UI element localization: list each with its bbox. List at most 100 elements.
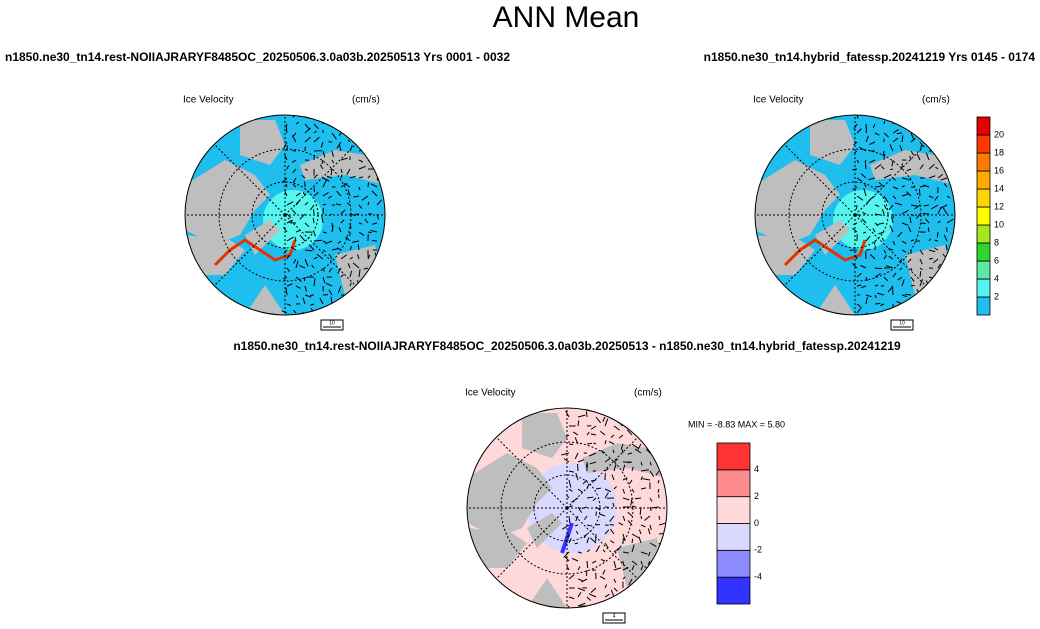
vector (285, 123, 288, 129)
vector (621, 448, 624, 454)
vector (610, 434, 615, 439)
vector (629, 605, 633, 608)
vector (946, 115, 950, 116)
vector (906, 168, 912, 172)
vector (889, 225, 894, 233)
vector (649, 434, 656, 437)
vector (577, 578, 583, 582)
vector (357, 129, 360, 134)
vector (869, 253, 876, 260)
vector (604, 593, 610, 598)
vector (628, 578, 633, 586)
vector (586, 537, 590, 544)
vector (861, 218, 867, 224)
vector (331, 306, 337, 314)
vector (322, 179, 327, 188)
vector (574, 452, 579, 459)
vector (627, 511, 633, 517)
vector (658, 414, 667, 418)
vector (310, 303, 315, 306)
vector (316, 253, 324, 260)
vector (630, 497, 633, 506)
vector (349, 256, 353, 260)
vector (640, 416, 644, 419)
vector (877, 292, 885, 296)
vector (340, 174, 343, 179)
vector (901, 312, 905, 315)
vector (939, 204, 948, 209)
vector (874, 204, 880, 207)
vector (613, 547, 621, 553)
vector (658, 551, 663, 556)
land (527, 578, 567, 608)
vector (658, 515, 661, 520)
vector (582, 479, 588, 485)
vector (574, 542, 579, 545)
vector (577, 488, 583, 493)
vector (658, 408, 665, 414)
graticule (213, 143, 286, 216)
vector (649, 587, 654, 590)
vector (363, 115, 369, 116)
vector (304, 285, 307, 292)
vector (649, 506, 652, 511)
vector (946, 303, 949, 309)
vector (313, 174, 319, 179)
vector (357, 254, 360, 260)
vector (658, 605, 665, 608)
vector (285, 183, 288, 188)
vector (358, 222, 363, 225)
vector (604, 488, 612, 493)
vector (590, 479, 597, 482)
vector (649, 572, 653, 580)
vector (586, 442, 593, 445)
vector (934, 195, 939, 201)
vector (331, 132, 337, 140)
vector (577, 420, 580, 427)
vector (649, 425, 654, 429)
vector (367, 280, 373, 287)
vector (852, 186, 858, 191)
vector (904, 293, 912, 296)
vector (286, 201, 294, 206)
vector (892, 129, 899, 134)
vector (321, 159, 324, 165)
vector (304, 294, 312, 298)
vector (613, 486, 618, 490)
vector (568, 488, 573, 492)
vector (292, 177, 297, 184)
vector (302, 191, 306, 197)
vector (919, 267, 923, 271)
vector (376, 199, 383, 206)
vector (613, 587, 618, 592)
vector (568, 470, 575, 473)
vector (322, 203, 327, 206)
vector (331, 116, 336, 125)
vector (946, 285, 949, 291)
vector (286, 254, 290, 260)
vector (622, 576, 626, 580)
vector (907, 258, 912, 263)
vector (284, 154, 288, 161)
vector (910, 132, 915, 141)
vector (888, 204, 894, 211)
vector (593, 442, 597, 445)
vector (914, 204, 921, 210)
vector (634, 497, 642, 500)
vector (919, 123, 924, 129)
vector (883, 153, 886, 161)
vector (370, 183, 378, 188)
colorbar-box (716, 523, 751, 551)
vector (856, 115, 859, 119)
vector (647, 560, 651, 565)
vector (595, 487, 602, 490)
vector (313, 231, 316, 237)
vector (367, 201, 370, 206)
vector (883, 132, 889, 138)
vector (618, 522, 624, 526)
vector (935, 115, 939, 119)
vector (946, 195, 951, 199)
vector (944, 183, 948, 188)
vector (374, 294, 378, 301)
graticule (566, 507, 639, 580)
